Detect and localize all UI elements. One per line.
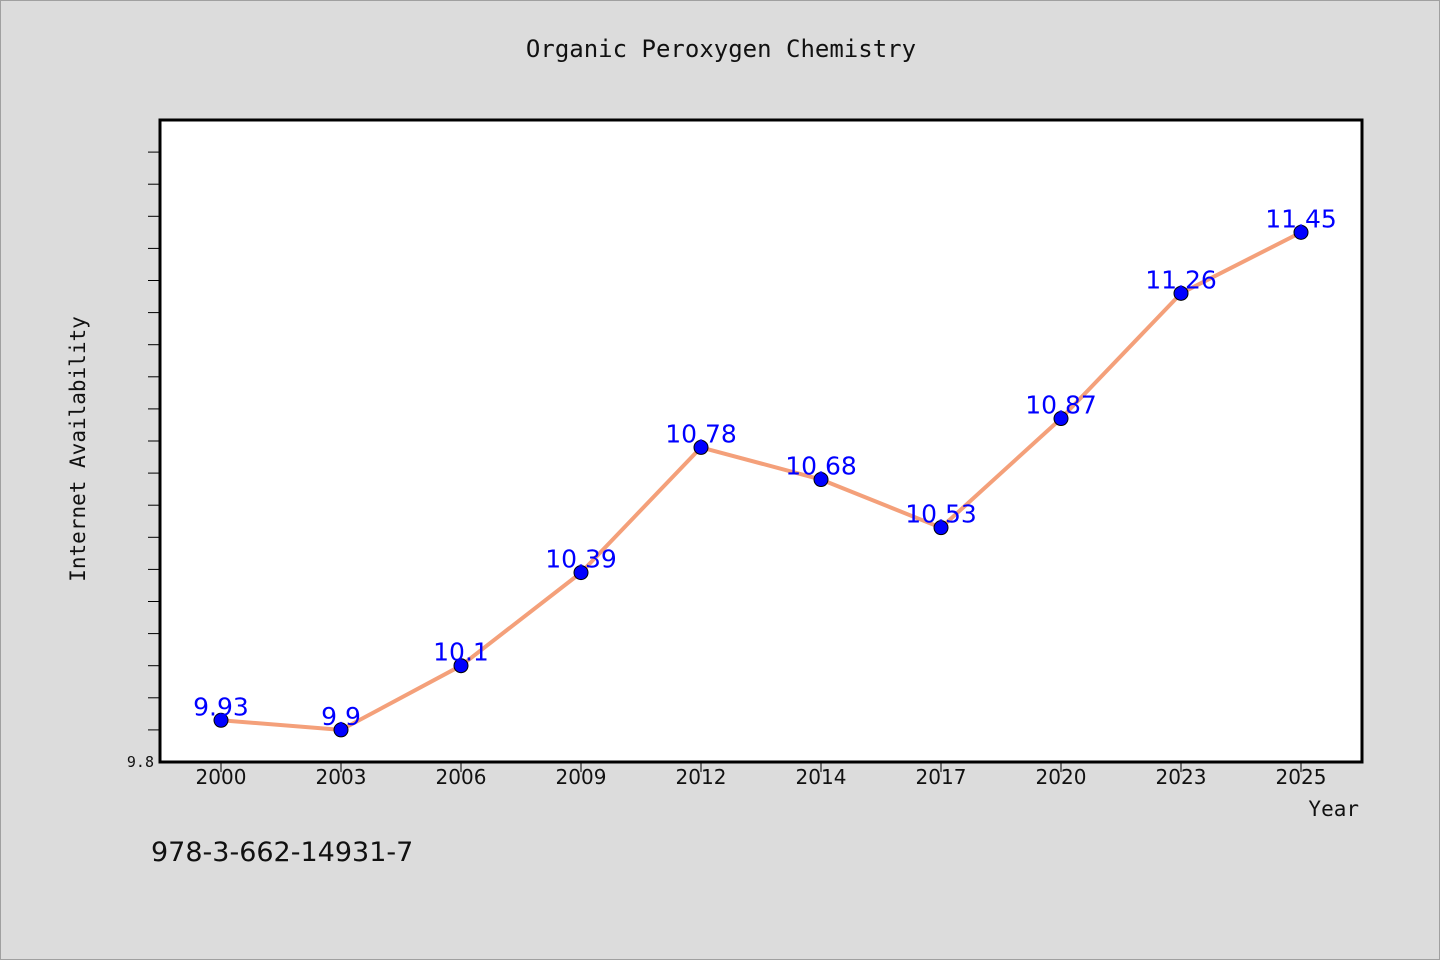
x-tick-label: 2003 (316, 765, 367, 789)
data-label: 10.53 (905, 500, 977, 529)
data-point (1053, 411, 1069, 427)
y-tick-label: 9.8 (127, 753, 154, 771)
data-point (1173, 285, 1189, 301)
x-tick-label: 2017 (916, 765, 967, 789)
x-tick-label: 2009 (556, 765, 607, 789)
x-tick-label: 2000 (196, 765, 247, 789)
data-point (453, 658, 469, 674)
data-point (813, 472, 829, 488)
series-lines (220, 230, 1302, 732)
data-point (333, 722, 349, 738)
data-point (213, 712, 229, 728)
data-point (573, 565, 589, 581)
data-label: 10.87 (1025, 391, 1097, 420)
x-tick-label: 2012 (676, 765, 727, 789)
x-axis-label: Year (1308, 797, 1359, 821)
x-axis-ticks: 2000 2003 2006 2009 2012 2014 2017 2020 2023 2025 (196, 762, 1327, 789)
series-points (213, 224, 1309, 738)
data-label: 10.1 (433, 638, 489, 667)
chart-title: Organic Peroxygen Chemistry (525, 35, 917, 63)
plot-area (158, 118, 1364, 764)
data-labels: 9.93 9.9 10.1 10.39 10.78 10.68 10.53 10.87 11.2… (193, 204, 1337, 731)
data-label: 11.26 (1145, 265, 1217, 294)
data-label: 10.39 (545, 545, 617, 574)
x-tick-label: 2025 (1276, 765, 1327, 789)
data-point (933, 520, 949, 536)
data-label: 10.78 (665, 419, 737, 448)
data-label: 11.45 (1265, 204, 1337, 233)
series-line (220, 230, 1302, 732)
x-tick-label: 2023 (1156, 765, 1207, 789)
data-point (693, 439, 709, 455)
x-tick-label: 2020 (1036, 765, 1087, 789)
y-axis-ticks: 9.8 (127, 151, 160, 771)
data-label: 9.9 (321, 702, 361, 731)
x-tick-label: 2014 (796, 765, 847, 789)
isbn-text: 978-3-662-14931-7 (151, 837, 414, 868)
data-point (1293, 224, 1309, 240)
data-label: 10.68 (785, 452, 857, 481)
data-label: 9.93 (193, 692, 249, 721)
x-tick-label: 2006 (436, 765, 487, 789)
